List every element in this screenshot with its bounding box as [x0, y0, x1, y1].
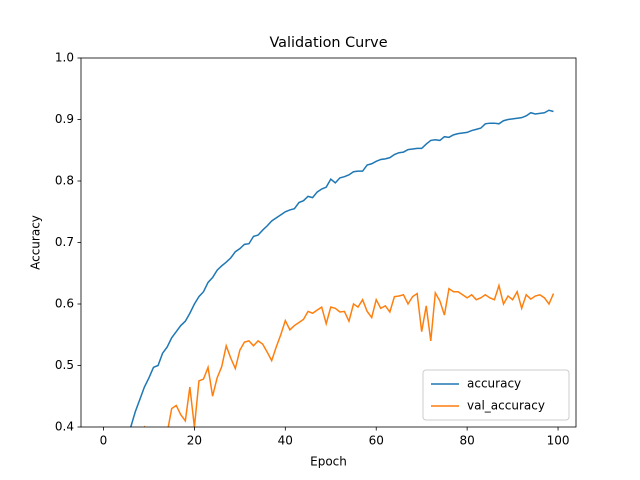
x-tick-label: 80: [459, 434, 474, 448]
y-tick-label: 0.6: [55, 297, 74, 311]
y-tick-label: 0.5: [55, 358, 74, 372]
data-line: [130, 109, 554, 427]
x-tick-label: 100: [547, 434, 570, 448]
legend-label: accuracy: [467, 377, 521, 391]
y-tick-label: 1.0: [55, 51, 74, 65]
x-tick-label: 60: [369, 434, 384, 448]
legend-box: [422, 369, 570, 421]
x-axis-label: Epoch: [310, 455, 347, 469]
plot-area: [130, 109, 555, 427]
x-tick-label: 40: [278, 434, 293, 448]
legend-label: val_accuracy: [467, 399, 545, 413]
y-tick-label: 0.4: [55, 420, 74, 434]
x-tick-label: 0: [100, 434, 108, 448]
x-tick-label: 20: [187, 434, 202, 448]
y-tick-label: 0.9: [55, 112, 74, 126]
y-axis-label: Accuracy: [29, 215, 43, 270]
chart-title: Validation Curve: [269, 35, 387, 51]
data-line: [143, 282, 555, 427]
y-tick-label: 0.8: [55, 174, 74, 188]
y-tick-label: 0.7: [55, 235, 74, 249]
